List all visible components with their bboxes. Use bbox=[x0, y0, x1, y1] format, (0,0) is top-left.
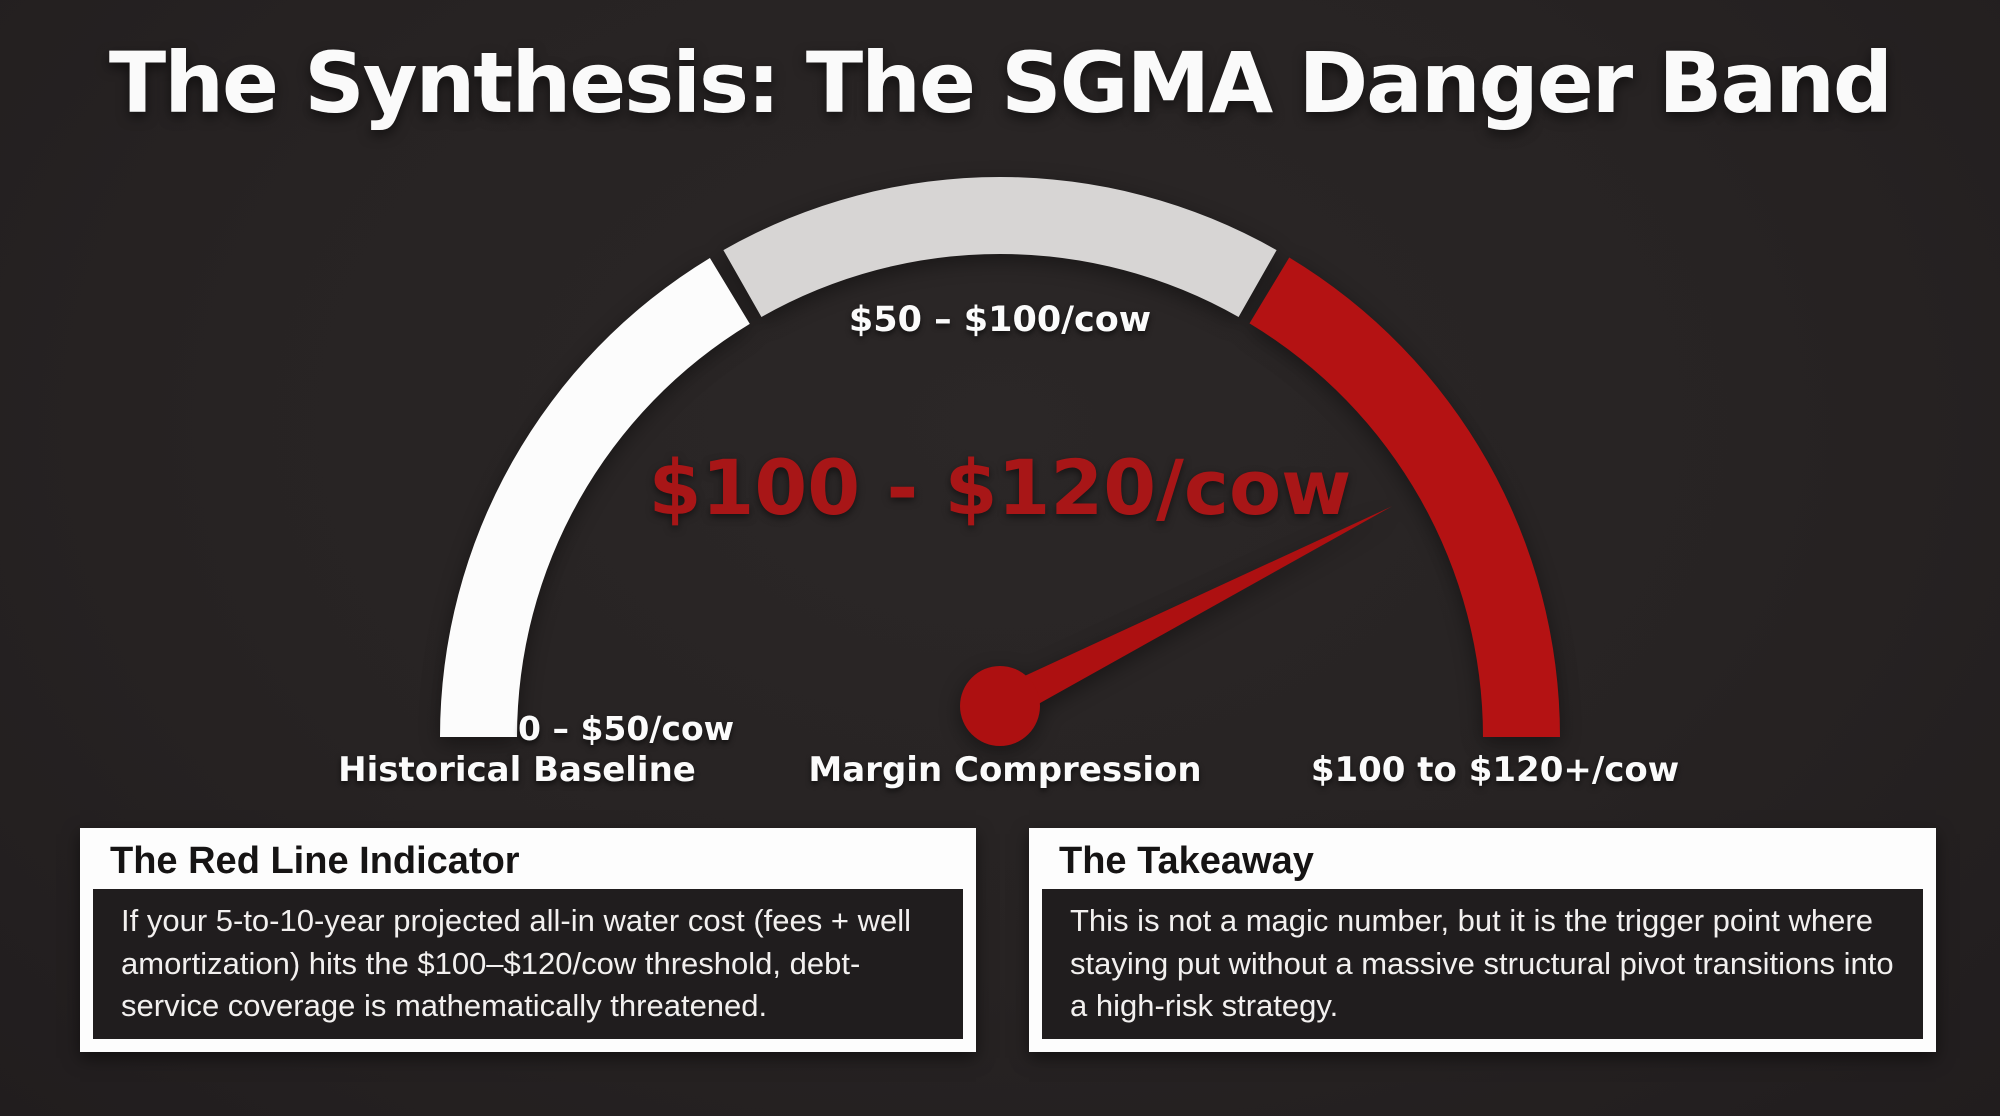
callout-body: This is not a magic number, but it is th… bbox=[1070, 902, 1894, 1024]
gauge-axis-label-danger-range: $100 to $120+/cow bbox=[1310, 750, 1680, 790]
gauge-axis-label-historical-baseline: Historical Baseline bbox=[338, 750, 696, 790]
callout-red-line-indicator: The Red Line Indicator If your 5-to-10-y… bbox=[80, 828, 976, 1052]
gauge-needle-hub bbox=[960, 666, 1040, 746]
gauge-needle bbox=[992, 506, 1393, 722]
gauge-axis-label-margin-compression: Margin Compression bbox=[808, 750, 1202, 790]
callout-panel: If your 5-to-10-year projected all-in wa… bbox=[93, 888, 963, 1039]
gauge-segment-0 bbox=[440, 257, 750, 737]
gauge-danger-value-label: $100 - $120/cow bbox=[648, 443, 1352, 532]
callout-title: The Takeaway bbox=[1059, 840, 1314, 882]
callout-panel: This is not a magic number, but it is th… bbox=[1042, 888, 1923, 1039]
page-title: The Synthesis: The SGMA Danger Band bbox=[108, 34, 1893, 132]
callout-title: The Red Line Indicator bbox=[110, 840, 520, 882]
gauge-label-mid-segment: $50 – $100/cow bbox=[848, 300, 1152, 340]
callout-takeaway: The Takeaway This is not a magic number,… bbox=[1029, 828, 1936, 1052]
gauge-segment-2 bbox=[1249, 257, 1560, 737]
callout-body: If your 5-to-10-year projected all-in wa… bbox=[121, 902, 911, 1024]
gauge-label-low-segment: 0 – $50/cow bbox=[518, 709, 735, 748]
gauge-segment-1 bbox=[723, 177, 1277, 318]
